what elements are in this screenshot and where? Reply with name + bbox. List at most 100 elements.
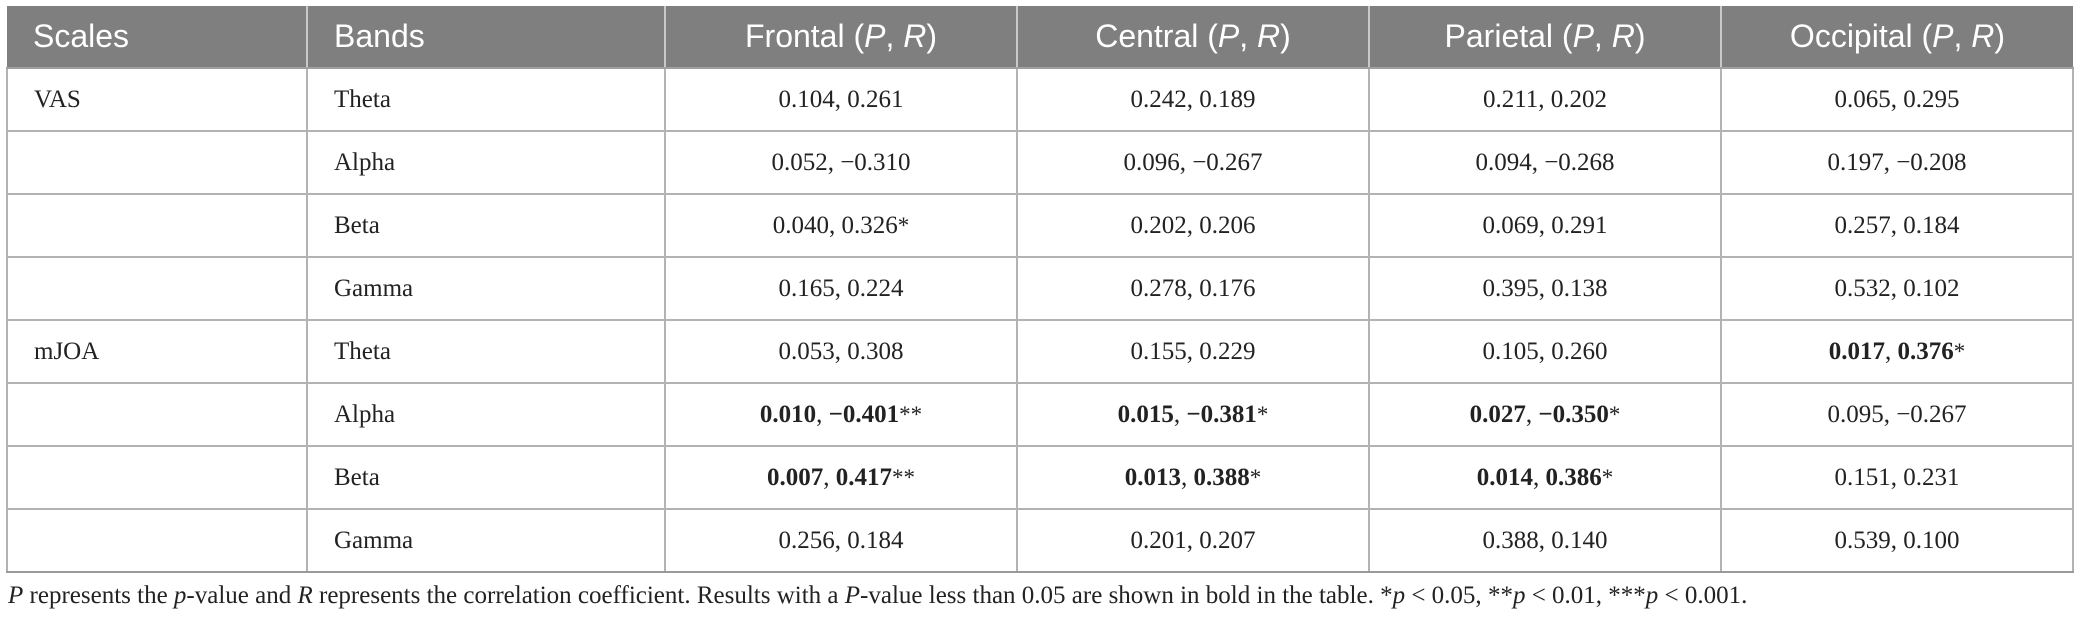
cell-band: Gamma [306, 508, 666, 573]
separator: , [1173, 400, 1187, 428]
cell-scale [6, 130, 308, 195]
r-value: −0.381 [1186, 400, 1257, 428]
separator: , [1538, 85, 1551, 113]
table-footnote: P represents the p-value and R represent… [8, 582, 1748, 609]
header-frontal: Frontal (P, R) [665, 6, 1018, 69]
p-value: 0.395 [1482, 274, 1539, 302]
separator: , [1179, 148, 1193, 176]
table-row: Beta 0.040, 0.326* 0.202, 0.206 0.069, 0.29… [6, 193, 2074, 258]
p-value: 0.017 [1828, 337, 1885, 365]
cell-scale [6, 193, 308, 258]
p-value: 0.151 [1834, 463, 1891, 491]
correlation-table: Scales Bands Frontal (P, R) Central (P, … [6, 6, 2074, 573]
cell-p-r: 0.040, 0.326* [664, 193, 1018, 258]
cell-p-r: 0.257, 0.184 [1720, 193, 2074, 258]
separator: , [1883, 400, 1897, 428]
cell-p-r: 0.065, 0.295 [1720, 67, 2074, 132]
r-value: 0.189 [1199, 85, 1256, 113]
cell-scale [6, 256, 308, 321]
separator: , [1885, 337, 1898, 365]
r-value: 0.100 [1903, 526, 1960, 554]
cell-p-r: 0.151, 0.231 [1720, 445, 2074, 510]
cell-p-r: 0.015, −0.381* [1016, 382, 1370, 447]
p-value: 0.094 [1475, 148, 1532, 176]
p-value: 0.040 [772, 211, 829, 239]
cell-p-r: 0.096, −0.267 [1016, 130, 1370, 195]
p-value: 0.155 [1130, 337, 1187, 365]
header-row: Scales Bands Frontal (P, R) Central (P, … [7, 6, 2073, 69]
table-row: mJOA Theta 0.053, 0.308 0.155, 0.229 0.105, … [6, 319, 2074, 384]
header-bands: Bands [307, 6, 666, 69]
cell-p-r: 0.027, −0.350* [1368, 382, 1722, 447]
cell-scale [6, 382, 308, 447]
cell-p-r: 0.202, 0.206 [1016, 193, 1370, 258]
r-value: −0.401 [828, 400, 900, 428]
cell-p-r: 0.395, 0.138 [1368, 256, 1722, 321]
separator: , [827, 148, 841, 176]
p-value: 0.053 [778, 337, 835, 365]
separator: , [1186, 526, 1200, 554]
p-value: 0.278 [1130, 274, 1187, 302]
separator: , [1890, 85, 1904, 113]
separator: , [1531, 148, 1545, 176]
cell-p-r: 0.017, 0.376* [1720, 319, 2074, 384]
cell-p-r: 0.104, 0.261 [664, 67, 1018, 132]
cell-band: Theta [306, 319, 666, 384]
r-value: −0.268 [1544, 148, 1615, 176]
p-value: 0.069 [1482, 211, 1539, 239]
r-value: 0.102 [1903, 274, 1960, 302]
separator: , [1890, 274, 1904, 302]
cell-scale: VAS [6, 67, 308, 132]
r-value: 0.229 [1199, 337, 1256, 365]
r-value: 0.376 [1897, 337, 1954, 365]
r-value: 0.202 [1550, 85, 1608, 113]
separator: , [1890, 526, 1904, 554]
separator: , [1538, 526, 1552, 554]
cell-p-r: 0.211, 0.202 [1368, 67, 1722, 132]
cell-band: Beta [306, 445, 666, 510]
cell-p-r: 0.388, 0.140 [1368, 508, 1722, 573]
cell-band: Theta [306, 67, 666, 132]
p-value: 0.007 [767, 463, 824, 491]
p-value: 0.104 [778, 85, 835, 113]
separator: , [834, 526, 848, 554]
significance-stars: * [1249, 464, 1262, 490]
cell-p-r: 0.014, 0.386* [1368, 445, 1722, 510]
header-parietal: Parietal (P, R) [1369, 6, 1722, 69]
cell-p-r: 0.007, 0.417** [664, 445, 1018, 510]
separator: , [834, 85, 848, 113]
cell-p-r: 0.010, −0.401** [664, 382, 1018, 447]
p-value: 0.027 [1469, 400, 1526, 428]
separator: , [1186, 274, 1200, 302]
significance-stars: * [1953, 338, 1966, 364]
r-value: 0.224 [847, 274, 904, 302]
r-value: 0.206 [1199, 211, 1256, 239]
r-value: 0.386 [1545, 463, 1602, 491]
table-row: VAS Theta 0.104, 0.261 0.242, 0.189 0.211, 0… [6, 67, 2074, 132]
cell-p-r: 0.539, 0.100 [1720, 508, 2074, 573]
significance-stars: * [1608, 401, 1621, 427]
cell-scale [6, 508, 308, 573]
table-body: VAS Theta 0.104, 0.261 0.242, 0.189 0.211, 0… [6, 67, 2074, 573]
cell-p-r: 0.013, 0.388* [1016, 445, 1370, 510]
p-value: 0.010 [759, 400, 817, 428]
cell-p-r: 0.532, 0.102 [1720, 256, 2074, 321]
cell-p-r: 0.052, −0.310 [664, 130, 1018, 195]
table-header: Scales Bands Frontal (P, R) Central (P, … [7, 6, 2073, 69]
cell-scale: mJOA [6, 319, 308, 384]
cell-p-r: 0.155, 0.229 [1016, 319, 1370, 384]
p-value: 0.257 [1834, 211, 1891, 239]
p-value: 0.165 [778, 274, 835, 302]
p-value: 0.256 [778, 526, 835, 554]
p-value: 0.211 [1482, 85, 1539, 113]
table-row: Alpha 0.052, −0.310 0.096, −0.267 0.094, −0… [6, 130, 2074, 195]
separator: , [834, 337, 848, 365]
p-value: 0.105 [1482, 337, 1539, 365]
r-value: 0.184 [1903, 211, 1960, 239]
p-value: 0.532 [1834, 274, 1891, 302]
cell-p-r: 0.069, 0.291 [1368, 193, 1722, 258]
p-value: 0.197 [1827, 148, 1884, 176]
significance-stars: * [897, 212, 910, 238]
separator: , [1533, 463, 1546, 491]
cell-p-r: 0.197, −0.208 [1720, 130, 2074, 195]
